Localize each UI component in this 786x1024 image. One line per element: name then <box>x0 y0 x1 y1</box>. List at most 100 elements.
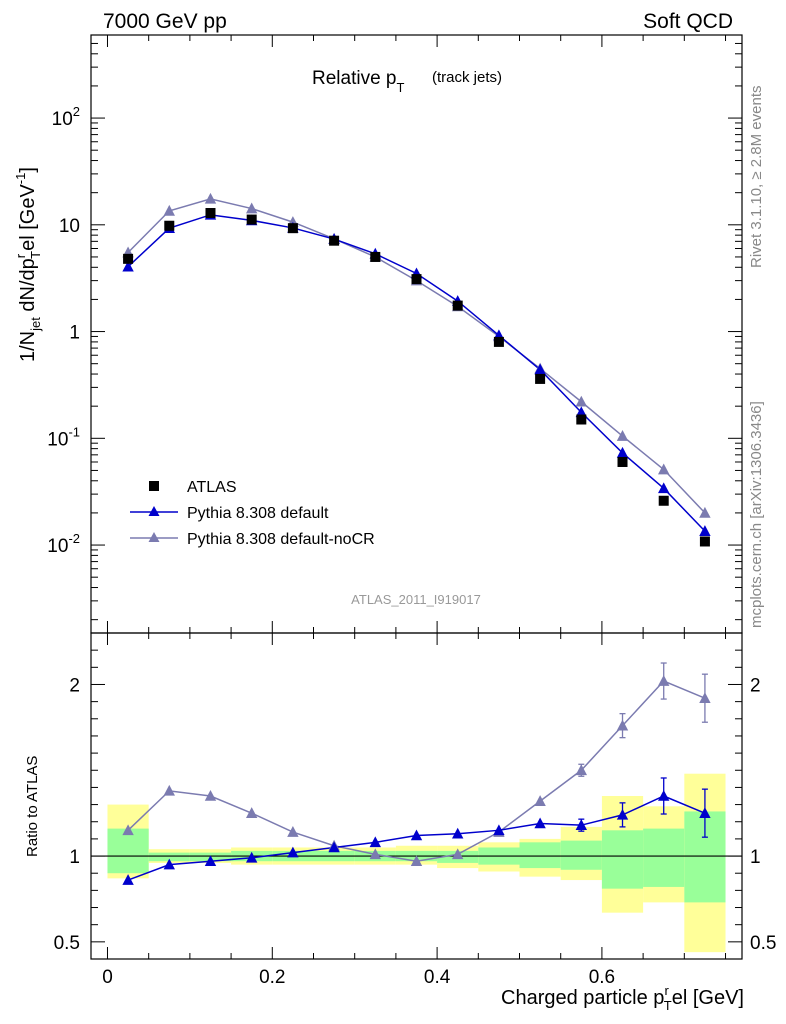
ratio-point-default <box>245 851 258 863</box>
ratio-point-nocr <box>163 784 175 796</box>
x-tick-label: 0.6 <box>589 967 615 988</box>
mcplots-label: mcplots.cern.ch [arXiv:1306.3436] <box>748 401 765 628</box>
data-point-nocr <box>575 395 588 407</box>
header-energy: 7000 GeV pp <box>103 10 227 33</box>
ratio-point-nocr <box>575 764 588 776</box>
y-tick-label: 102 <box>52 104 80 130</box>
data-point-atlas <box>329 235 340 246</box>
ratio-point-nocr <box>122 824 134 836</box>
data-point-nocr <box>163 204 175 216</box>
legend-marker-atlas <box>149 481 159 491</box>
uncertainty-band-green <box>643 828 685 887</box>
ratio-y-label: Ratio to ATLAS <box>24 756 41 857</box>
y-label-dn: dN/dp <box>17 258 39 317</box>
data-point-default <box>575 406 588 418</box>
ratio-point-nocr <box>204 790 217 801</box>
ratio-point-nocr <box>410 855 423 866</box>
data-point-nocr <box>204 192 217 204</box>
y-tick-label: 10-1 <box>47 424 80 450</box>
title-main: Relative p <box>312 68 397 89</box>
ratio-point-default <box>328 841 340 853</box>
uncertainty-band-green <box>601 830 644 889</box>
uncertainty-band-green <box>107 828 149 874</box>
x-tick-label: 0.2 <box>259 967 285 988</box>
y-label-jet: jet <box>28 317 43 332</box>
legend-label-atlas: ATLAS <box>187 479 237 496</box>
ratio-y-tick-label: 0.5 <box>54 933 80 954</box>
data-point-nocr <box>616 430 629 441</box>
main-plot-panel: 10-2 10-1 1 10 102 <box>47 34 743 634</box>
y-tick-label: 1 <box>69 323 80 344</box>
data-point-atlas <box>164 220 175 231</box>
data-point-default <box>699 525 711 536</box>
ratio-y-tick-label-right: 1 <box>750 847 761 868</box>
y-axis-label: 1/Njet dN/dprTel [GeV-1] <box>13 167 43 362</box>
data-point-atlas <box>205 208 216 219</box>
ratio-point-default <box>287 846 299 858</box>
data-point-nocr <box>245 202 258 214</box>
legend-label-default: Pythia 8.308 default <box>187 505 329 522</box>
data-point-atlas <box>699 536 710 547</box>
ratio-plot-panel: 0 0.2 0.4 0.6 0.5 0.5 1 1 2 2 <box>54 632 776 988</box>
legend-label-nocr: Pythia 8.308 default-noCR <box>187 531 375 548</box>
y-label-el: el [GeV <box>17 184 39 251</box>
ratio-point-nocr <box>287 826 299 837</box>
ratio-point-nocr <box>616 719 629 731</box>
ratio-y-tick-label-right: 0.5 <box>750 933 776 954</box>
ratio-point-default <box>658 790 670 801</box>
legend: ATLAS Pythia 8.308 default Pythia 8.308 … <box>130 479 375 548</box>
svg-text:Charged particle prTel [GeV]: Charged particle pr Tel [GeV] <box>501 983 744 1013</box>
data-point-atlas <box>123 253 134 264</box>
x-label-suffix: el [GeV] <box>672 987 744 1009</box>
rivet-label: Rivet 3.1.10, ≥ 2.8M events <box>748 86 765 269</box>
data-point-atlas <box>246 214 257 225</box>
title-suffix: (track jets) <box>432 69 502 86</box>
ratio-point-default <box>410 829 423 841</box>
ratio-point-default <box>575 819 588 830</box>
ratio-y-tick-label: 2 <box>69 675 80 696</box>
ratio-point-default <box>163 858 175 870</box>
data-point-default <box>658 482 670 494</box>
y-tick-label: 10 <box>59 216 80 237</box>
data-point-atlas <box>370 251 381 262</box>
ratio-point-default <box>369 836 381 848</box>
data-point-atlas <box>411 274 422 285</box>
ratio-point-default <box>534 817 546 829</box>
ratio-point-nocr <box>245 807 258 818</box>
uncertainty-band-green <box>560 840 602 870</box>
data-point-atlas <box>617 456 628 467</box>
ratio-point-default <box>699 807 711 818</box>
x-tick-label: 0.4 <box>424 967 451 988</box>
data-point-atlas <box>493 336 504 347</box>
x-label-main: Charged particle p <box>501 987 664 1009</box>
svg-text:Relative pT: Relative pT <box>312 68 405 95</box>
data-point-atlas <box>576 414 587 425</box>
y-label-exp: -1 <box>13 173 28 185</box>
title-sub: T <box>397 80 405 95</box>
ratio-point-default <box>452 827 464 839</box>
data-point-atlas <box>452 300 463 311</box>
y-label-r: r <box>13 253 28 258</box>
x-label-t: T <box>664 998 672 1013</box>
ratio-point-nocr <box>369 848 381 860</box>
ratio-point-default <box>616 808 629 820</box>
ratio-point-default <box>122 874 134 885</box>
y-label-t: T <box>28 251 43 259</box>
data-point-atlas <box>535 373 546 384</box>
uncertainty-band-green <box>519 842 561 869</box>
ratio-y-tick-label: 1 <box>69 847 80 868</box>
ratio-y-tick-label-right: 2 <box>750 675 761 696</box>
data-point-default <box>534 363 546 375</box>
ratio-point-nocr <box>534 795 546 806</box>
ratio-point-nocr <box>658 675 670 686</box>
y-label-prefix: 1/N <box>17 331 39 362</box>
legend-marker-default <box>148 506 160 516</box>
data-point-nocr <box>699 506 711 518</box>
data-point-atlas <box>287 223 298 234</box>
ratio-point-default <box>493 824 505 836</box>
header-category: Soft QCD <box>643 10 733 33</box>
ratio-point-nocr <box>452 848 464 860</box>
x-label-r: r <box>664 983 669 998</box>
svg-text:1/Njet dN/dprTel [GeV-1]: 1/Njet dN/dprTel [GeV-1] <box>13 167 43 362</box>
